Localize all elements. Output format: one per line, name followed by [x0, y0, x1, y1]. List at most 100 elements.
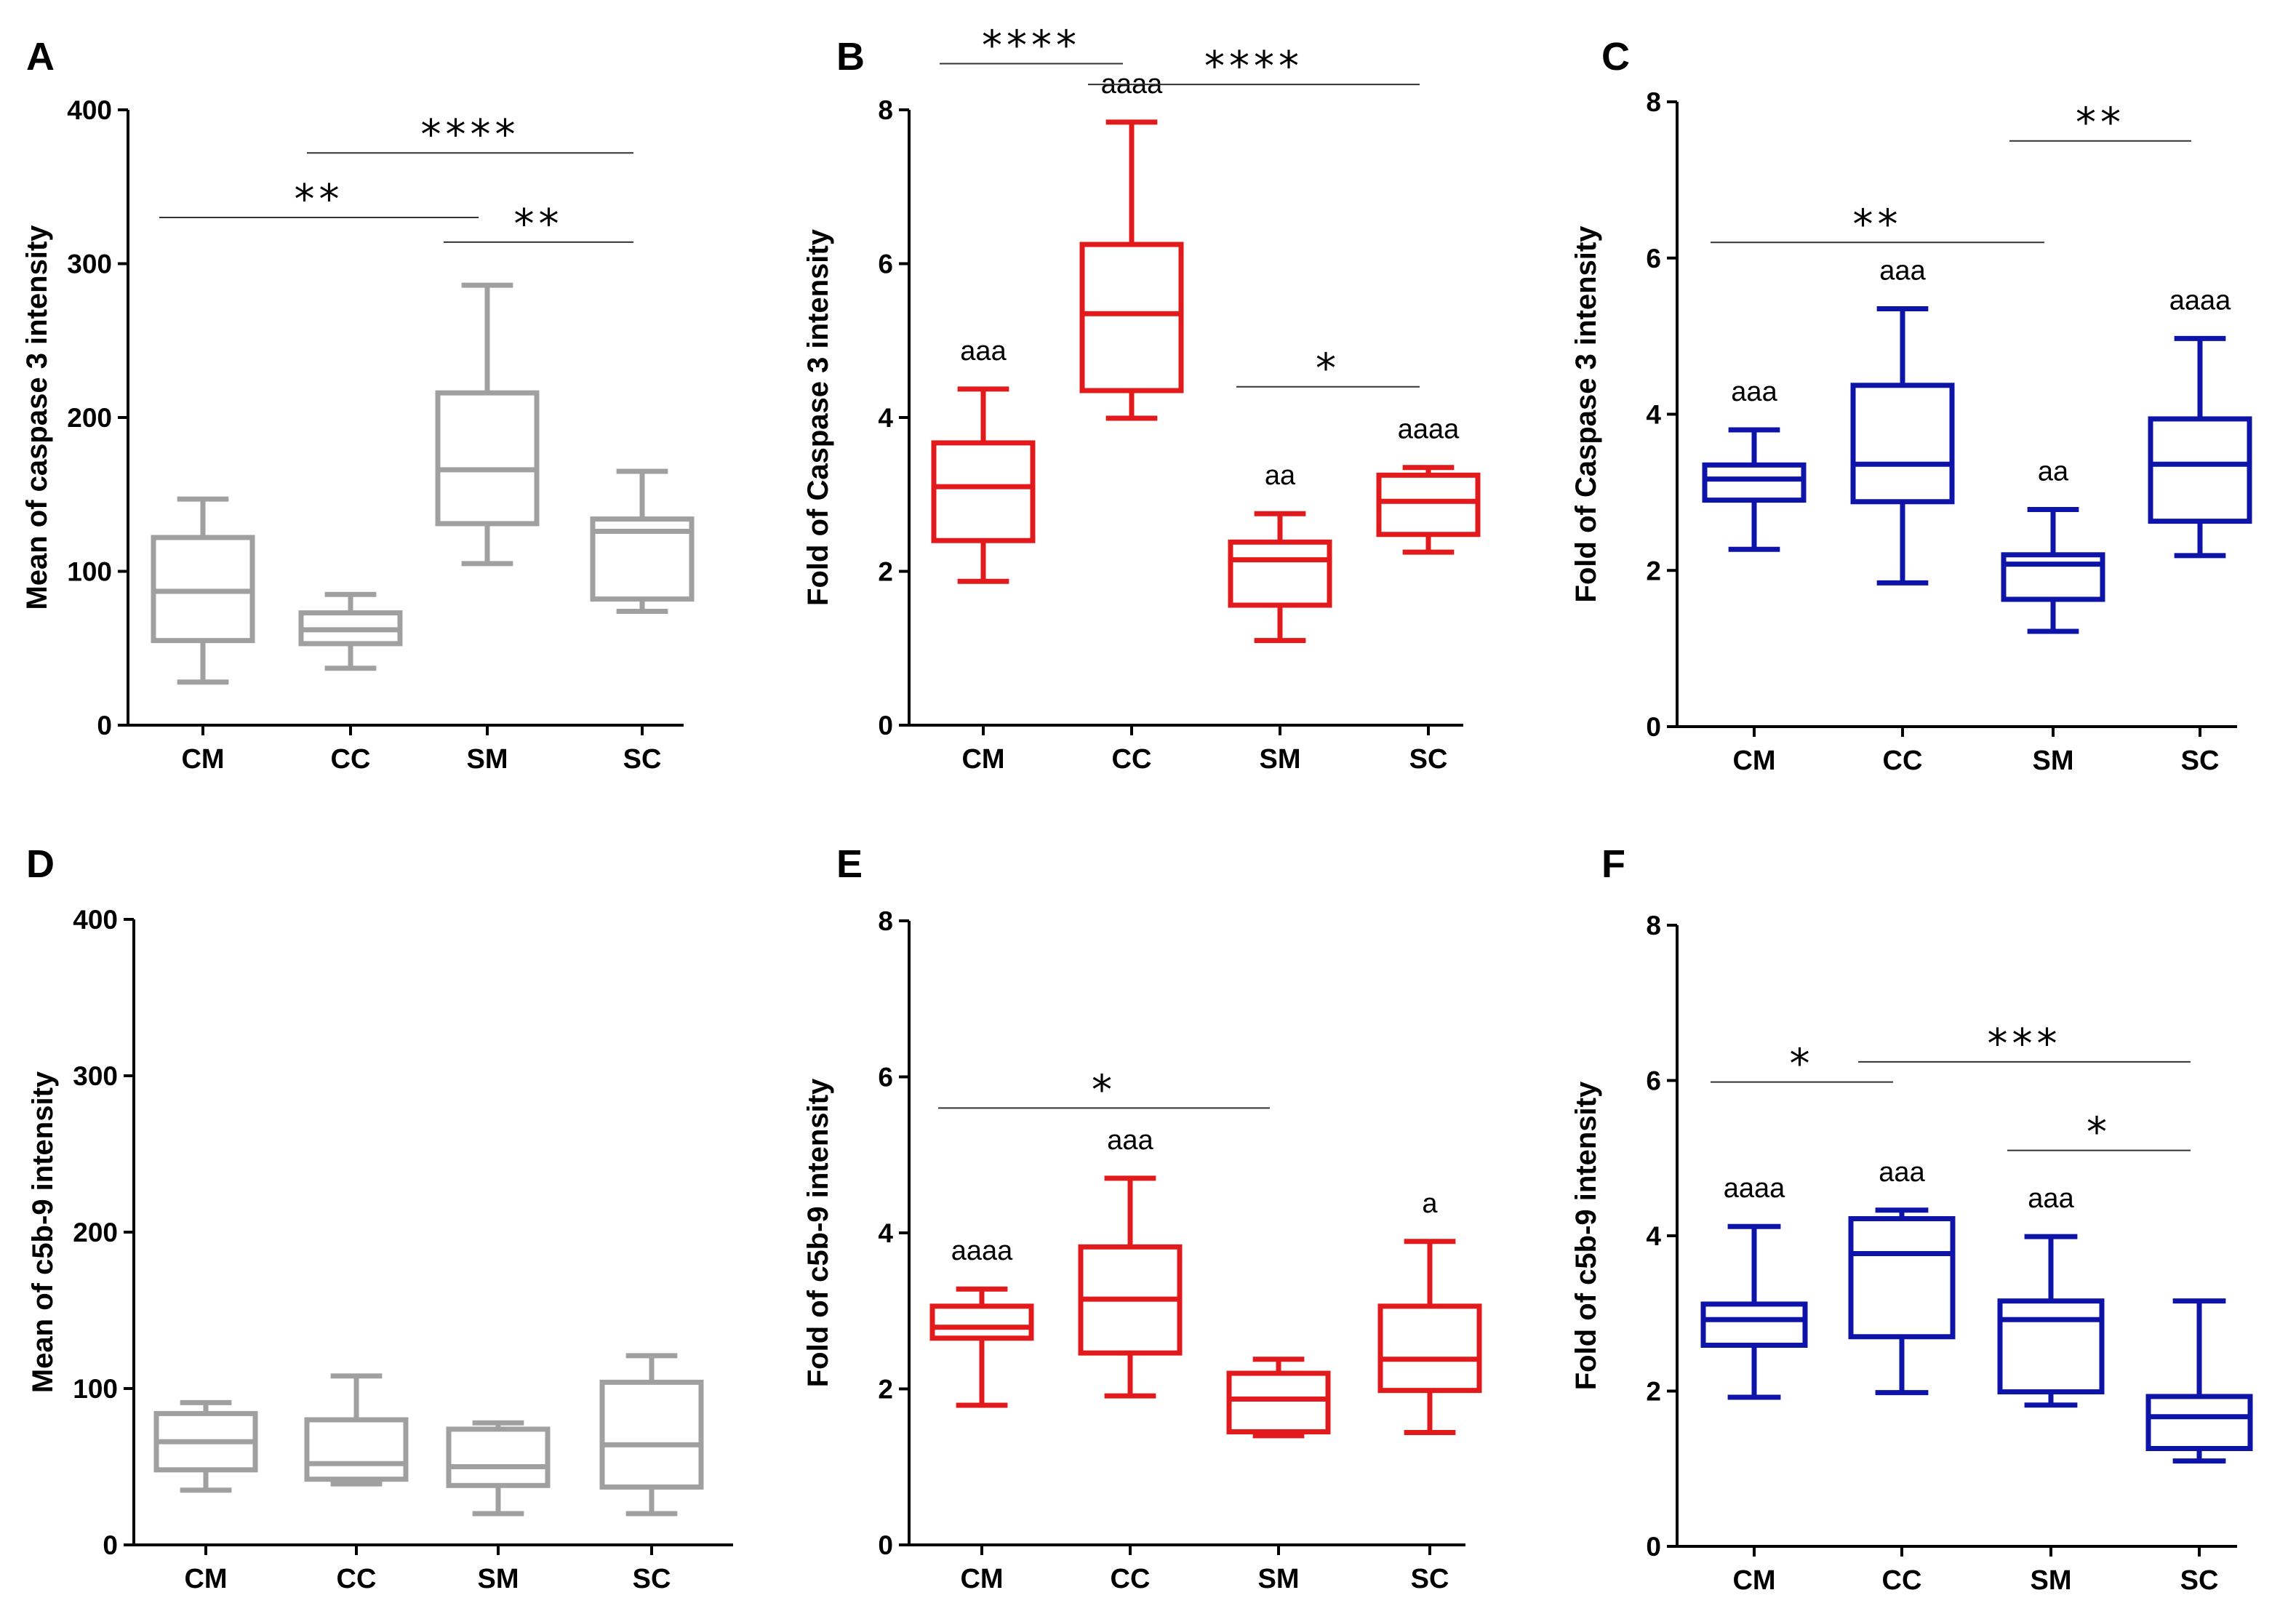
comparison-f-0: *: [1711, 1041, 1893, 1088]
x-tick-label-a-cc: CC: [331, 744, 371, 775]
panel-letter-f: F: [1601, 842, 1625, 886]
y-tick-label-b: 4: [878, 403, 893, 433]
x-tick-label-e-cm: CM: [960, 1564, 1003, 1594]
x-tick-label-b-sm: SM: [1260, 744, 1301, 775]
y-axis-label-d: Mean of c5b-9 intensity: [27, 1071, 59, 1393]
x-tick-label-c-sm: SM: [2033, 746, 2074, 776]
iqr-box: [446, 1426, 551, 1488]
y-axis-label-f: Fold of c5b-9 intensity: [1570, 1081, 1602, 1390]
y-tick-label-a: 400: [67, 95, 112, 125]
box-e-sm: [1226, 1357, 1331, 1439]
significance-stars: ****: [421, 111, 520, 159]
x-tick-label-c-cc: CC: [1883, 746, 1923, 776]
box-f-sm: aaa: [1997, 1183, 2105, 1408]
box-a-sc: [590, 468, 695, 614]
letter-label-e-cm: aaaa: [951, 1236, 1013, 1266]
x-tick-label-f-cm: CM: [1732, 1565, 1775, 1596]
letter-label-b-sm: aa: [1265, 460, 1296, 491]
y-tick-label-c: 2: [1646, 556, 1661, 586]
y-tick-label-c: 8: [1646, 87, 1661, 117]
box-d-sm: [446, 1420, 551, 1517]
x-tick-label-f-sm: SM: [2031, 1565, 2072, 1596]
significance-stars: *: [1092, 1066, 1116, 1114]
significance-stars: *: [1790, 1041, 1815, 1088]
box-a-sm: [435, 282, 540, 567]
iqr-box: [1848, 1216, 1956, 1340]
x-tick-label-a-cm: CM: [181, 744, 224, 775]
iqr-box: [599, 1379, 704, 1490]
letter-label-e-cc: aaa: [1107, 1125, 1153, 1156]
y-tick-label-c: 0: [1646, 712, 1661, 742]
box-f-sc: [2145, 1298, 2253, 1464]
panel-b: B 0 2 4 6 8 Fold of Caspase 3 intensity CM CC SM S…: [802, 23, 1481, 775]
y-tick-label-c: 4: [1646, 400, 1661, 430]
y-tick-label-f: 8: [1646, 911, 1661, 940]
iqr-box: [1702, 462, 1807, 503]
x-tick-label-d-cm: CM: [184, 1564, 227, 1594]
box-e-cm: aaaa: [929, 1236, 1034, 1408]
letter-label-b-cm: aaa: [960, 336, 1007, 367]
comparison-b-1: ****: [1088, 43, 1420, 90]
panel-a: A 0 100 200 300 400 Mean of caspase 3 intensit…: [21, 35, 695, 775]
iqr-box: [1997, 1298, 2105, 1395]
iqr-box: [2148, 416, 2252, 524]
panel-d: D 0 100 200 300 400 Mean of c5b-9 intensity CM C…: [26, 842, 733, 1594]
comparison-b-2: *: [1236, 345, 1420, 393]
y-tick-label-c: 6: [1646, 244, 1661, 273]
iqr-box: [931, 440, 1036, 543]
comparison-f-1: ***: [1858, 1020, 2191, 1068]
panel-f: F 0 2 4 6 8 Fold of c5b-9 intensity CM CC SM SC aaa…: [1570, 842, 2253, 1596]
x-tick-label-a-sm: SM: [467, 744, 508, 775]
iqr-box: [2001, 552, 2105, 602]
letter-label-f-cm: aaaa: [1724, 1173, 1785, 1204]
y-tick-label-f: 2: [1646, 1377, 1661, 1407]
box-d-cc: [304, 1373, 409, 1487]
box-f-cm: aaaa: [1700, 1173, 1808, 1400]
iqr-box: [1377, 1303, 1482, 1394]
x-tick-label-b-sc: SC: [1409, 744, 1448, 775]
comparison-b-0: ****: [940, 23, 1123, 70]
y-tick-label-e: 6: [878, 1063, 893, 1092]
comparison-f-2: *: [2007, 1109, 2191, 1156]
y-tick-label-e: 0: [878, 1530, 893, 1560]
x-tick-label-d-sc: SC: [633, 1564, 671, 1594]
letter-label-c-sc: aaaa: [2169, 285, 2231, 316]
y-tick-label-e: 2: [878, 1375, 893, 1405]
iqr-box: [1079, 241, 1184, 393]
significance-stars: **: [2076, 100, 2125, 147]
y-tick-label-d: 300: [73, 1061, 118, 1091]
significance-stars: **: [295, 176, 344, 223]
iqr-box: [590, 516, 695, 602]
significance-stars: ****: [982, 23, 1081, 70]
panel-letter-b: B: [836, 35, 865, 79]
x-tick-label-a-sc: SC: [623, 744, 662, 775]
comparison-c-1: **: [2009, 100, 2191, 147]
x-tick-label-c-cm: CM: [1732, 746, 1775, 776]
box-a-cc: [298, 591, 403, 671]
x-tick-label-b-cc: CC: [1112, 744, 1152, 775]
y-axis-label-b: Fold of Caspase 3 intensity: [802, 228, 834, 606]
y-axis-label-a: Mean of caspase 3 intensity: [21, 225, 53, 610]
x-tick-label-c-sc: SC: [2181, 746, 2220, 776]
box-f-cc: aaa: [1848, 1157, 1956, 1396]
comparison-a-1: ****: [307, 111, 633, 159]
iqr-box: [1228, 539, 1332, 608]
iqr-box: [1376, 472, 1481, 538]
x-tick-label-f-sc: SC: [2180, 1565, 2219, 1596]
x-tick-label-b-cm: CM: [961, 744, 1004, 775]
panel-letter-e: E: [836, 842, 863, 886]
x-tick-label-e-sc: SC: [1411, 1564, 1449, 1594]
y-tick-label-d: 100: [73, 1374, 118, 1404]
box-b-sm: aa: [1228, 460, 1332, 644]
iqr-box: [1700, 1301, 1808, 1349]
letter-label-b-sc: aaaa: [1398, 415, 1460, 445]
comparison-c-0: **: [1711, 201, 2044, 248]
box-b-cm: aaa: [931, 336, 1036, 584]
y-tick-label-e: 4: [878, 1218, 893, 1248]
iqr-box: [304, 1417, 409, 1482]
y-tick-label-d: 200: [73, 1218, 118, 1247]
x-tick-label-d-sm: SM: [478, 1564, 519, 1594]
letter-label-f-sm: aaa: [2028, 1183, 2074, 1214]
significance-stars: **: [1853, 201, 1903, 248]
panel-letter-d: D: [26, 842, 55, 886]
